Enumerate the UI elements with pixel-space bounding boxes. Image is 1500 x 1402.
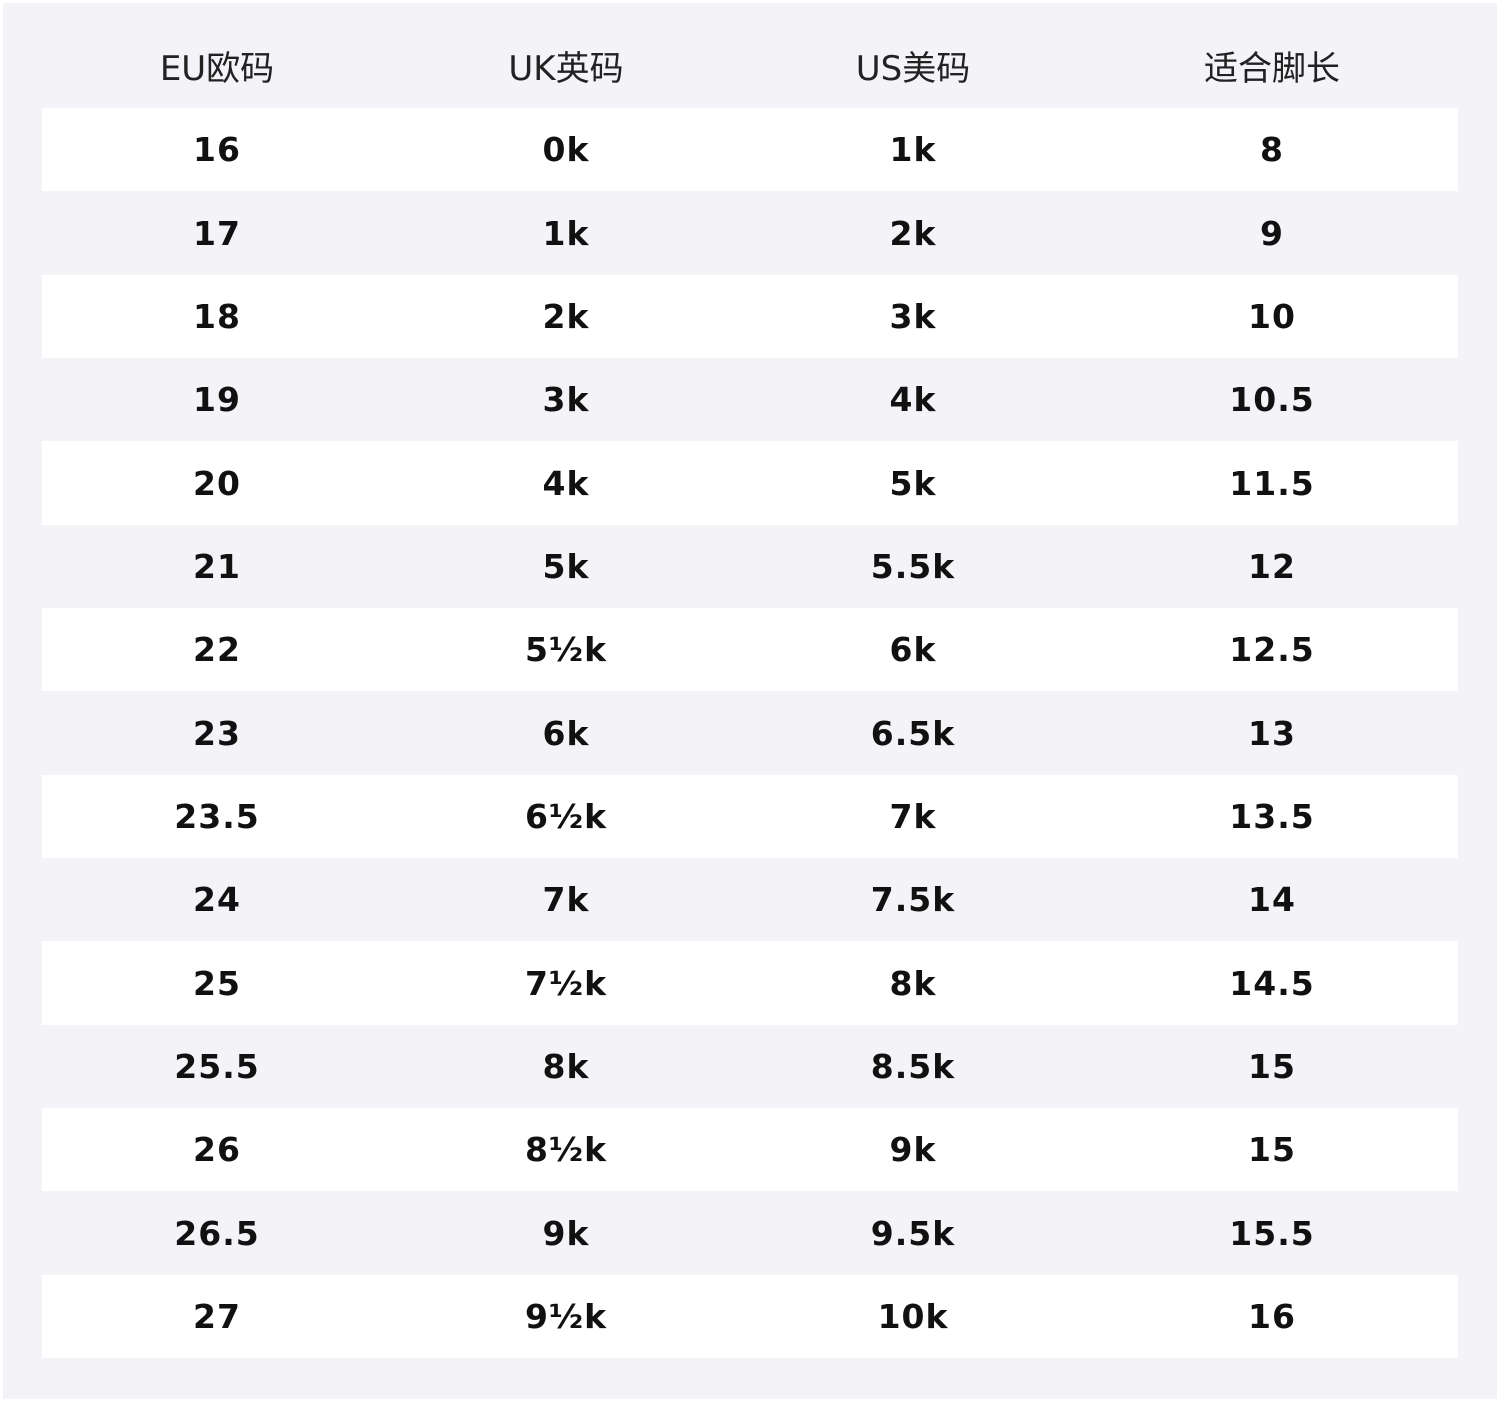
table-cell: 13.5 (1229, 796, 1315, 836)
table-cell: 5k (542, 546, 590, 586)
table-cell: 7.5k (870, 880, 956, 920)
table-row: 21 5k 5.5k 12 (42, 525, 1458, 608)
table-cell: 7k (542, 880, 590, 920)
header-cell: EU欧码 (159, 49, 275, 89)
table-row: 16 0k 1k 8 (42, 108, 1458, 192)
table-cell: 4k (889, 380, 937, 420)
table-row: 20 4k 5k 11.5 (42, 441, 1458, 525)
table-cell: 26 (193, 1130, 241, 1170)
table-row: 23 6k 6.5k 13 (42, 691, 1458, 774)
table-cell: 18 (193, 296, 241, 336)
table-cell: 15.5 (1229, 1213, 1315, 1253)
table-cell: 25 (193, 963, 241, 1003)
table-cell: 5½k (524, 630, 608, 670)
table-cell: 11.5 (1229, 463, 1315, 503)
table-cell: 19 (193, 380, 241, 420)
table-cell: 4k (542, 463, 590, 503)
table-cell: 2k (889, 213, 937, 253)
table-row: 25.5 8k 8.5k 15 (42, 1025, 1458, 1108)
header-cell: 适合脚长 (1204, 49, 1340, 89)
table-cell: 1k (889, 130, 937, 170)
table-cell: 10.5 (1229, 380, 1315, 420)
table-cell: 10k (877, 1296, 949, 1336)
table-cell: 24 (193, 880, 241, 920)
table-cell: 8.5k (870, 1046, 956, 1086)
table-cell: 9k (889, 1130, 937, 1170)
table-cell: 26.5 (174, 1213, 260, 1253)
header-cell: US美码 (855, 49, 971, 89)
table-cell: 15 (1248, 1046, 1296, 1086)
table-cell: 5k (889, 463, 937, 503)
table-cell: 5.5k (870, 546, 956, 586)
table-cell: 6.5k (870, 713, 956, 753)
header-cell: UK英码 (508, 49, 624, 89)
table-cell: 25.5 (174, 1046, 260, 1086)
table-cell: 7k (889, 796, 937, 836)
table-cell: 20 (193, 463, 241, 503)
table-cell: 16 (1248, 1296, 1296, 1336)
table-row: 26 8½k 9k 15 (42, 1108, 1458, 1192)
table-row: 22 5½k 6k 12.5 (42, 608, 1458, 692)
table-cell: 2k (542, 296, 590, 336)
table-cell: 3k (542, 380, 590, 420)
table-row: 19 3k 4k 10.5 (42, 358, 1458, 441)
table-cell: 27 (193, 1296, 241, 1336)
table-cell: 12.5 (1229, 630, 1315, 670)
table-cell: 9k (542, 1213, 590, 1253)
table-cell: 10 (1248, 296, 1296, 336)
table-cell: 14.5 (1229, 963, 1315, 1003)
table-cell: 21 (193, 546, 241, 586)
table-cell: 0k (542, 130, 590, 170)
table-cell: 12 (1248, 546, 1296, 586)
table-cell: 8k (542, 1046, 590, 1086)
size-table: EU欧码 UK英码 US美码 适合脚长 16 0k 1k 8 17 1k 2k 9 18 2k 3k 10 19… (42, 23, 1458, 1359)
table-cell: 6k (889, 630, 937, 670)
table-cell: 23 (193, 713, 241, 753)
table-row: 25 7½k 8k 14.5 (42, 941, 1458, 1025)
table-cell: 16 (193, 130, 241, 170)
table-cell: 22 (193, 630, 241, 670)
panel: EU欧码 UK英码 US美码 适合脚长 16 0k 1k 8 17 1k 2k 9 18 2k 3k 10 19… (3, 3, 1497, 1399)
table-cell: 9 (1260, 213, 1284, 253)
table-row: 23.5 6½k 7k 13.5 (42, 774, 1458, 859)
header-row: EU欧码 UK英码 US美码 适合脚长 (42, 23, 1458, 108)
table-row: 27 9½k 10k 16 (42, 1274, 1458, 1359)
table-cell: 17 (193, 213, 241, 253)
table-cell: 23.5 (174, 796, 260, 836)
table-cell: 9½k (524, 1296, 608, 1336)
table-cell: 3k (889, 296, 937, 336)
table-row: 24 7k 7.5k 14 (42, 858, 1458, 941)
table-cell: 14 (1248, 880, 1296, 920)
table-cell: 13 (1248, 713, 1296, 753)
table-row: 18 2k 3k 10 (42, 274, 1458, 359)
table-cell: 8 (1260, 130, 1284, 170)
table-row: 17 1k 2k 9 (42, 191, 1458, 274)
table-row: 26.5 9k 9.5k 15.5 (42, 1191, 1458, 1274)
table-cell: 1k (542, 213, 590, 253)
table-cell: 8k (889, 963, 937, 1003)
table-cell: 9.5k (870, 1213, 956, 1253)
table-cell: 7½k (524, 963, 608, 1003)
table-cell: 15 (1248, 1130, 1296, 1170)
table-cell: 8½k (524, 1130, 608, 1170)
table-cell: 6k (542, 713, 590, 753)
table-cell: 6½k (524, 796, 608, 836)
